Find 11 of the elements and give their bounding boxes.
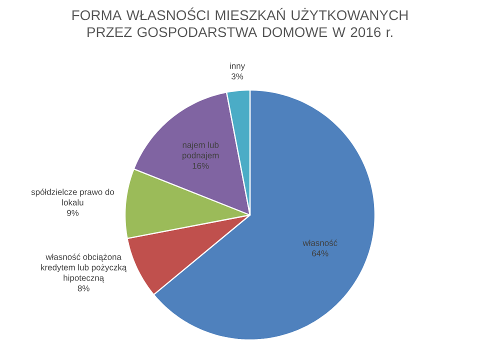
slice-label: własność obciążona kredytem lub pożyczką hipoteczną: [41, 254, 127, 283]
data-label: 9%: [67, 210, 79, 216]
data-label: 3%: [232, 73, 244, 80]
data-label: 8%: [78, 285, 90, 292]
chart-title: FORMA WŁASNOŚCI MIESZKAŃ UŻYTKOWANYCH PRZEZ GOSPODARSTWA DOMOWE W 2016 r.: [72, 8, 408, 38]
slice-label: najem lub podnajem: [182, 142, 219, 160]
data-label: 64%: [312, 250, 328, 256]
slice-label: inny: [230, 62, 246, 71]
slice-label: własność: [302, 240, 338, 246]
data-label: 16%: [192, 162, 209, 169]
slice-label: spółdzielcze prawo do lokalu: [31, 188, 114, 206]
